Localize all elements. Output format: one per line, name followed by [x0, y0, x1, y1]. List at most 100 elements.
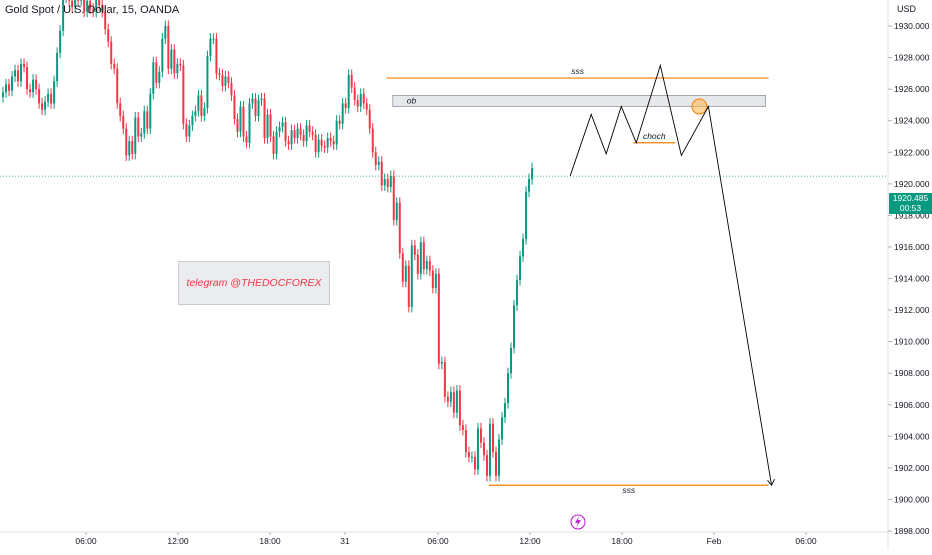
annotation-label: ob — [407, 95, 417, 105]
candle — [461, 425, 464, 430]
candle — [50, 93, 53, 104]
candle — [119, 103, 122, 116]
candle — [528, 179, 531, 192]
candle — [71, 0, 74, 8]
candle — [155, 62, 158, 83]
candle — [47, 93, 50, 102]
candle — [491, 423, 494, 453]
candle — [185, 123, 188, 137]
candle — [299, 128, 302, 135]
y-tick-label: 1910.000 — [894, 337, 930, 347]
candle — [522, 239, 525, 257]
y-tick-label: 1922.000 — [894, 147, 930, 157]
candle — [164, 26, 167, 39]
projected-path — [569, 63, 772, 486]
y-tick-label: 1930.000 — [894, 21, 930, 31]
x-tick-label: 18:00 — [611, 536, 633, 546]
candle — [449, 392, 452, 402]
candle — [257, 100, 260, 116]
y-tick-label: 1920.000 — [894, 179, 930, 189]
candle — [203, 108, 206, 116]
candle — [98, 0, 101, 6]
x-tick-label: 06:00 — [427, 536, 449, 546]
candle — [14, 70, 17, 77]
candle — [131, 141, 134, 154]
candle — [215, 38, 218, 74]
path-arrowhead — [767, 479, 775, 487]
candle — [278, 127, 281, 132]
annotation-label: choch — [643, 131, 666, 141]
last-price-tag: 1920.485 00:53 — [889, 193, 932, 214]
candle — [152, 62, 155, 94]
candle — [188, 125, 191, 137]
candle — [335, 120, 338, 145]
candle — [407, 265, 410, 307]
candle — [44, 101, 47, 110]
candle — [470, 456, 473, 458]
candle — [83, 0, 86, 12]
candle — [513, 305, 516, 348]
candle — [272, 136, 275, 154]
candle — [68, 0, 71, 1]
candle — [170, 49, 173, 69]
candle — [425, 261, 428, 270]
candle — [404, 265, 407, 282]
candle — [107, 29, 110, 42]
candle — [416, 254, 419, 274]
y-tick-label: 1912.000 — [894, 305, 930, 315]
candle — [293, 130, 296, 139]
candle — [92, 8, 95, 12]
telegram-note[interactable]: telegram @THEDOCFOREX — [178, 261, 330, 305]
candle — [362, 93, 365, 104]
currency-label: USD — [897, 4, 917, 14]
lightning-icon-bolt — [575, 516, 581, 528]
candle — [281, 122, 284, 127]
candle — [209, 38, 212, 56]
candle — [17, 70, 20, 82]
candle — [122, 115, 125, 129]
candle — [365, 103, 368, 110]
candle — [89, 0, 92, 9]
candle — [239, 106, 242, 132]
candle — [125, 128, 128, 156]
candle — [287, 141, 290, 145]
candle — [104, 11, 107, 30]
candle — [341, 103, 344, 124]
candle — [311, 131, 314, 135]
candle — [386, 179, 389, 187]
order-block-zone — [392, 95, 766, 107]
candle — [455, 390, 458, 413]
candle — [326, 138, 329, 148]
candle — [488, 423, 491, 476]
chart-title: Gold Spot / U.S. Dollar, 15, OANDA — [5, 4, 180, 16]
candle — [32, 79, 35, 93]
candle — [371, 128, 374, 153]
candle — [380, 161, 383, 186]
candle — [194, 111, 197, 116]
candle — [179, 63, 182, 66]
candle — [221, 74, 224, 86]
candle — [434, 273, 437, 288]
y-tick-label: 1906.000 — [894, 400, 930, 410]
candle — [5, 84, 8, 93]
candle — [479, 428, 482, 443]
candle — [296, 128, 299, 139]
candle — [302, 134, 305, 142]
candle — [320, 139, 323, 146]
candle — [227, 76, 230, 83]
bar-countdown: 00:53 — [899, 203, 922, 213]
candle — [140, 133, 143, 137]
x-tick-label: Feb — [707, 536, 722, 546]
candle — [467, 452, 470, 457]
candle — [182, 65, 185, 124]
candle — [254, 98, 257, 116]
x-tick-label: 31 — [340, 536, 350, 546]
candle — [519, 256, 522, 281]
candle — [77, 0, 80, 1]
candle — [344, 103, 347, 109]
candle — [338, 120, 341, 124]
annotation-label: sss — [571, 66, 585, 76]
candle — [41, 103, 44, 110]
